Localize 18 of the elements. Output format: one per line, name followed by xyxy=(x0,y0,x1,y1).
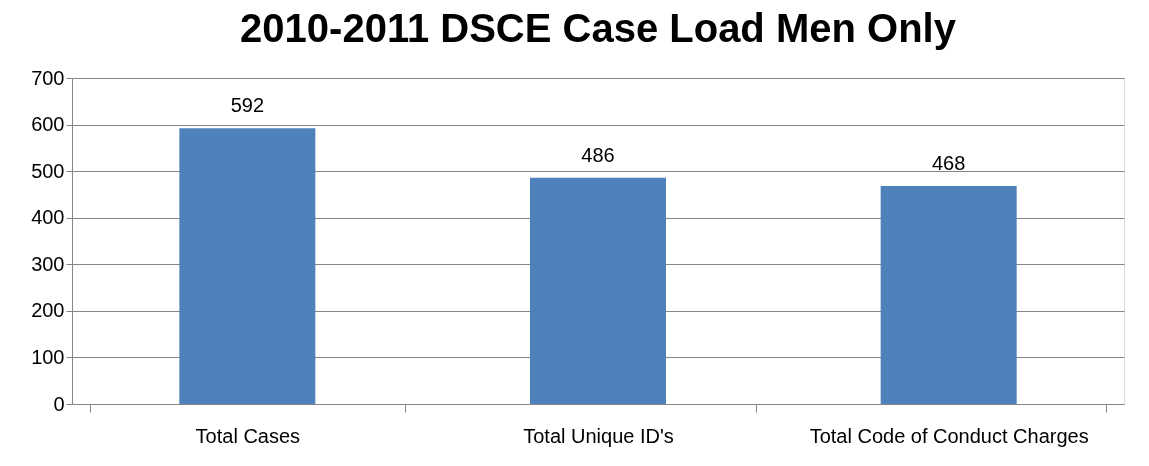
y-tick-label: 300 xyxy=(31,252,65,275)
y-tick-label: 500 xyxy=(31,159,65,182)
y-tick-label: 700 xyxy=(31,66,65,89)
x-tick-label: Total Cases xyxy=(195,424,301,447)
y-tick-label: 600 xyxy=(31,113,65,136)
data-label: 486 xyxy=(581,143,615,166)
y-tick-label: 200 xyxy=(31,299,65,322)
y-tick-label: 0 xyxy=(53,392,65,415)
y-tick-label: 100 xyxy=(31,345,65,368)
data-label: 592 xyxy=(230,94,265,117)
bar xyxy=(530,177,666,404)
x-tick-label: Total Code of Conduct Charges xyxy=(809,424,1089,447)
bar xyxy=(179,128,316,404)
y-tick-label: 400 xyxy=(31,206,65,229)
data-label: 468 xyxy=(931,152,966,175)
chart-title: 2010-2011 DSCE Case Load Men Only xyxy=(240,6,957,50)
bar xyxy=(880,186,1017,404)
x-tick-label: Total Unique ID's xyxy=(523,424,674,447)
